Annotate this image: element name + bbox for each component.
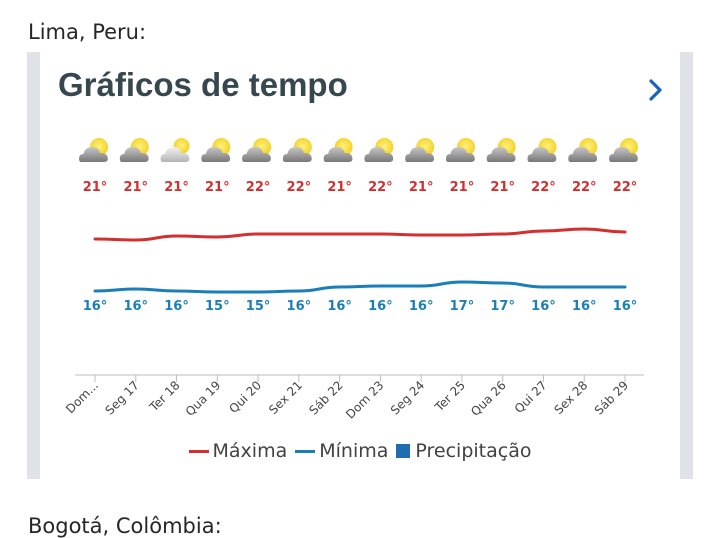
- chart-legend: Máxima Mínima Precipitação: [40, 440, 680, 462]
- legend-item-precip[interactable]: Precipitação: [396, 440, 531, 462]
- chevron-right-icon[interactable]: [644, 76, 668, 104]
- max-temp-label: 22°: [246, 180, 271, 195]
- max-temp-label: 22°: [613, 180, 638, 195]
- x-tick-label: Qua 26: [468, 378, 509, 419]
- partly-cloudy-icon: [79, 138, 108, 162]
- min-temp-label: 17°: [450, 299, 475, 314]
- light-cloud-icon: [160, 138, 190, 162]
- partly-cloudy-icon: [486, 138, 516, 162]
- max-temp-label: 21°: [409, 180, 434, 195]
- next-city-label: Bogotá, Colômbia:: [28, 514, 222, 538]
- x-tick-label: Qui 27: [512, 378, 550, 416]
- x-tick-label: Sex 21: [266, 378, 305, 417]
- max-temp-labels: 21° 21° 21° 21° 22° 22° 21° 22° 21° 21° 21° 22° 22° 2…: [83, 180, 638, 195]
- temp-lines: [93, 227, 627, 294]
- x-tick-label: Seg 17: [103, 378, 142, 417]
- partly-cloudy-icon: [242, 138, 272, 162]
- city-label: Lima, Peru:: [28, 20, 147, 44]
- max-temp-label: 22°: [287, 180, 312, 195]
- max-temp-label: 21°: [123, 180, 148, 195]
- partly-cloudy-icon: [119, 138, 149, 162]
- x-tick-label: Qui 20: [226, 378, 264, 416]
- max-temp-label: 21°: [164, 180, 189, 195]
- x-tick-label: Sáb 29: [592, 378, 631, 417]
- max-temp-label: 22°: [572, 180, 597, 195]
- min-temp-label: 16°: [531, 299, 556, 314]
- partly-cloudy-icon: [445, 138, 475, 162]
- min-temp-label: 16°: [123, 299, 148, 314]
- min-temp-line: [93, 280, 627, 294]
- weather-graph-card: Gráficos de tempo: [27, 52, 693, 479]
- min-temp-label: 15°: [246, 299, 271, 314]
- min-temp-labels: 16° 16° 16° 15° 15° 16° 16° 16° 16° 17° 17° 16° 16° 1…: [83, 299, 638, 314]
- min-temp-label: 16°: [327, 299, 352, 314]
- max-temp-label: 21°: [83, 180, 108, 195]
- partly-cloudy-icon: [568, 138, 598, 162]
- x-tick-label: Sex 28: [551, 378, 590, 417]
- min-temp-label: 16°: [83, 299, 108, 314]
- min-temp-label: 16°: [164, 299, 189, 314]
- x-tick-label: Seg 24: [388, 378, 427, 417]
- legend-item-min[interactable]: Mínima: [295, 440, 388, 462]
- legend-label-max: Máxima: [212, 440, 288, 462]
- x-tick-label: Ter 18: [146, 378, 183, 415]
- max-temp-line: [93, 227, 627, 242]
- legend-precip-swatch: [396, 444, 411, 458]
- x-tick-label: Dom 23: [343, 378, 386, 421]
- min-temp-label: 16°: [368, 299, 393, 314]
- legend-max-swatch: [188, 449, 209, 453]
- max-temp-label: 22°: [531, 180, 556, 195]
- min-temp-label: 16°: [409, 299, 434, 314]
- partly-cloudy-icon: [609, 138, 639, 162]
- legend-min-swatch: [295, 449, 316, 453]
- min-temp-label: 17°: [490, 299, 515, 314]
- weather-graph-panel: Gráficos de tempo: [40, 52, 680, 479]
- min-temp-label: 16°: [572, 299, 597, 314]
- partly-cloudy-icon: [282, 138, 312, 162]
- x-tick-label: Ter 25: [431, 378, 468, 415]
- partly-cloudy-icon: [323, 138, 353, 162]
- partly-cloudy-icon: [405, 138, 435, 162]
- partly-cloudy-icon: [527, 138, 557, 162]
- max-temp-label: 21°: [490, 180, 515, 195]
- partly-cloudy-icon: [364, 138, 394, 162]
- max-temp-label: 21°: [205, 180, 230, 195]
- card-title[interactable]: Gráficos de tempo: [58, 66, 348, 103]
- min-temp-label: 15°: [205, 299, 230, 314]
- legend-item-max[interactable]: Máxima: [188, 440, 288, 462]
- weather-chart: 21° 21° 21° 21° 22° 22° 21° 22° 21° 21° 21° 22° 22° 2…: [63, 138, 644, 422]
- partly-cloudy-icon: [201, 138, 231, 162]
- max-temp-label: 22°: [368, 180, 393, 195]
- x-tick-label: Sáb 22: [306, 378, 345, 417]
- x-tick-label: Qua 19: [183, 378, 224, 419]
- max-temp-label: 21°: [450, 180, 475, 195]
- min-temp-label: 16°: [287, 299, 312, 314]
- legend-label-precip: Precipitação: [415, 440, 532, 462]
- weather-icons: [79, 138, 639, 162]
- min-temp-label: 16°: [613, 299, 638, 314]
- max-temp-label: 21°: [327, 180, 352, 195]
- x-tick-label: Dom...: [63, 378, 101, 416]
- legend-label-min: Mínima: [319, 440, 389, 462]
- x-axis: Dom... Seg 17 Ter 18 Qua 19 Qui 20 Sex 21 Sáb …: [63, 374, 644, 422]
